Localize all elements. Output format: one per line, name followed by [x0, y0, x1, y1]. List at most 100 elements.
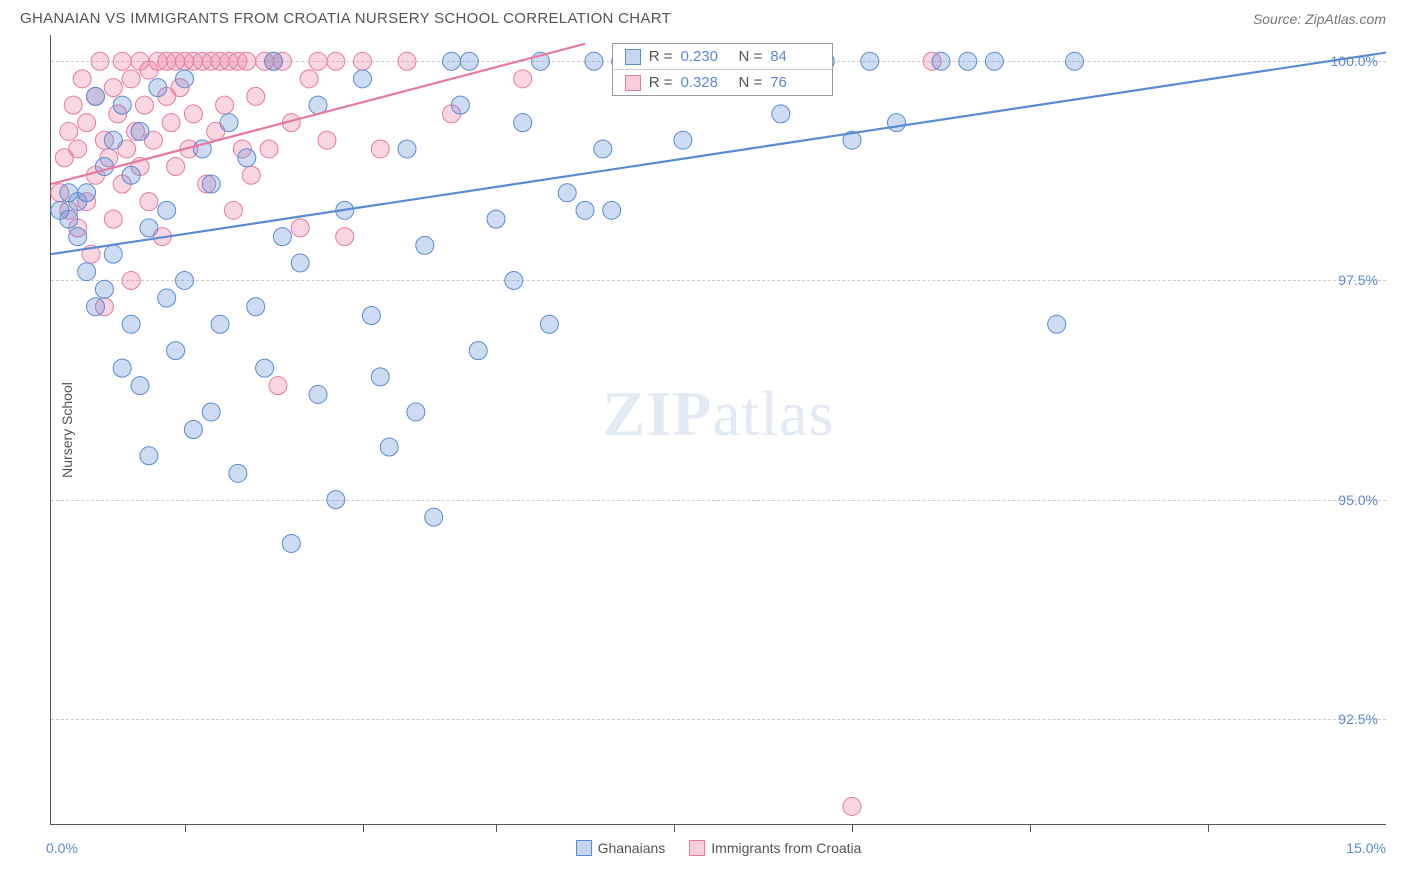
- data-point: [158, 289, 176, 307]
- data-point: [247, 87, 265, 105]
- data-point: [122, 166, 140, 184]
- data-point: [162, 114, 180, 132]
- x-tick: [185, 824, 186, 832]
- data-point: [140, 447, 158, 465]
- data-point: [291, 219, 309, 237]
- data-point: [247, 298, 265, 316]
- data-point: [220, 114, 238, 132]
- data-point: [354, 52, 372, 70]
- data-point: [888, 114, 906, 132]
- data-point: [514, 70, 532, 88]
- legend-swatch-croatia: [689, 840, 705, 856]
- data-point: [202, 403, 220, 421]
- data-point: [78, 263, 96, 281]
- data-point: [104, 131, 122, 149]
- data-point: [131, 377, 149, 395]
- data-point: [95, 280, 113, 298]
- data-point: [558, 184, 576, 202]
- data-point: [371, 140, 389, 158]
- data-point: [69, 228, 87, 246]
- stats-row-ghanaians: R = 0.230 N = 84: [613, 44, 833, 70]
- data-point: [131, 122, 149, 140]
- data-point: [291, 254, 309, 272]
- data-point: [122, 70, 140, 88]
- data-point: [95, 158, 113, 176]
- data-point: [167, 158, 185, 176]
- stats-legend-box: R = 0.230 N = 84 R = 0.328 N = 76: [612, 43, 834, 96]
- chart-area: Nursery School 92.5%95.0%97.5%100.0% ZIP…: [50, 35, 1386, 825]
- chart-source: Source: ZipAtlas.com: [1253, 11, 1386, 27]
- data-point: [113, 52, 131, 70]
- data-point: [398, 52, 416, 70]
- data-point: [451, 96, 469, 114]
- data-point: [576, 201, 594, 219]
- data-point: [327, 52, 345, 70]
- data-point: [985, 52, 1003, 70]
- data-point: [674, 131, 692, 149]
- data-point: [594, 140, 612, 158]
- data-point: [416, 236, 434, 254]
- data-point: [932, 52, 950, 70]
- x-tick: [496, 824, 497, 832]
- data-point: [60, 210, 78, 228]
- stat-r-croatia: 0.328: [680, 74, 730, 91]
- data-point: [540, 315, 558, 333]
- swatch-croatia: [625, 75, 641, 91]
- data-point: [64, 96, 82, 114]
- data-point: [238, 149, 256, 167]
- data-point: [176, 271, 194, 289]
- legend-item-croatia: Immigrants from Croatia: [689, 840, 861, 856]
- x-axis-min-label: 0.0%: [46, 840, 78, 856]
- data-point: [149, 79, 167, 97]
- data-point: [362, 307, 380, 325]
- stat-n-ghanaians: 84: [770, 48, 820, 65]
- data-point: [60, 122, 78, 140]
- data-point: [78, 114, 96, 132]
- data-point: [1048, 315, 1066, 333]
- data-point: [176, 70, 194, 88]
- data-point: [104, 210, 122, 228]
- data-point: [861, 52, 879, 70]
- legend-item-ghanaians: Ghanaians: [576, 840, 666, 856]
- data-point: [122, 315, 140, 333]
- data-point: [309, 52, 327, 70]
- bottom-legend: Ghanaians Immigrants from Croatia: [576, 840, 862, 856]
- data-point: [91, 52, 109, 70]
- x-axis-max-label: 15.0%: [1346, 840, 1386, 856]
- data-point: [184, 105, 202, 123]
- data-point: [585, 52, 603, 70]
- data-point: [167, 342, 185, 360]
- chart-header: GHANAIAN VS IMMIGRANTS FROM CROATIA NURS…: [0, 0, 1406, 35]
- stat-n-croatia: 76: [770, 74, 820, 91]
- data-point: [407, 403, 425, 421]
- x-tick: [674, 824, 675, 832]
- data-point: [78, 184, 96, 202]
- x-tick: [852, 824, 853, 832]
- data-point: [211, 315, 229, 333]
- x-tick: [363, 824, 364, 832]
- data-point: [69, 140, 87, 158]
- data-point: [300, 70, 318, 88]
- data-point: [242, 166, 260, 184]
- data-point: [104, 245, 122, 263]
- data-point: [959, 52, 977, 70]
- x-tick: [1208, 824, 1209, 832]
- data-point: [135, 96, 153, 114]
- data-point: [113, 359, 131, 377]
- data-point: [216, 96, 234, 114]
- data-point: [354, 70, 372, 88]
- data-point: [140, 193, 158, 211]
- stats-row-croatia: R = 0.328 N = 76: [613, 70, 833, 95]
- data-point: [505, 271, 523, 289]
- data-point: [487, 210, 505, 228]
- data-point: [113, 96, 131, 114]
- data-point: [425, 508, 443, 526]
- swatch-ghanaians: [625, 49, 641, 65]
- data-point: [282, 534, 300, 552]
- data-point: [603, 201, 621, 219]
- data-point: [238, 52, 256, 70]
- data-point: [327, 491, 345, 509]
- data-point: [140, 219, 158, 237]
- data-point: [229, 464, 247, 482]
- data-point: [265, 52, 283, 70]
